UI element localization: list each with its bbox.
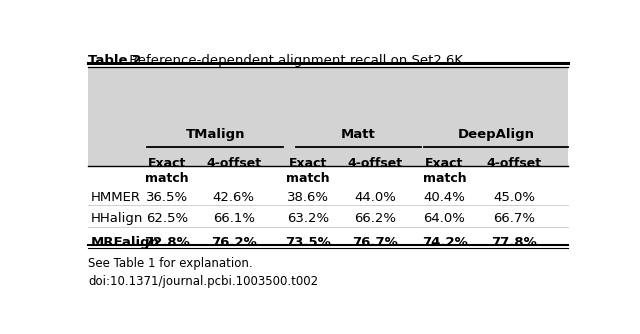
Text: Exact
match: Exact match (286, 157, 330, 185)
Text: 66.2%: 66.2% (354, 212, 396, 225)
Text: 76.7%: 76.7% (352, 235, 398, 248)
Text: 74.2%: 74.2% (422, 235, 467, 248)
Text: 40.4%: 40.4% (424, 190, 465, 203)
Text: Exact
match: Exact match (145, 157, 189, 185)
Text: 38.6%: 38.6% (287, 190, 329, 203)
Text: 73.5%: 73.5% (285, 235, 331, 248)
Text: doi:10.1371/journal.pcbi.1003500.t002: doi:10.1371/journal.pcbi.1003500.t002 (88, 276, 318, 288)
Text: HMMER: HMMER (90, 190, 140, 203)
Text: 4-offset: 4-offset (348, 157, 403, 170)
Text: TMalign: TMalign (186, 128, 245, 141)
Text: 77.8%: 77.8% (491, 235, 537, 248)
Text: 4-offset: 4-offset (486, 157, 541, 170)
Text: 66.1%: 66.1% (212, 212, 255, 225)
Text: 4-offset: 4-offset (206, 157, 261, 170)
Text: Exact
match: Exact match (423, 157, 467, 185)
Text: Reference-dependent alignment recall on Set2.6K.: Reference-dependent alignment recall on … (125, 54, 467, 67)
Text: Table 2.: Table 2. (88, 54, 147, 67)
Text: 63.2%: 63.2% (287, 212, 329, 225)
Bar (88, 68, 568, 166)
Text: 62.5%: 62.5% (146, 212, 188, 225)
Text: 45.0%: 45.0% (493, 190, 535, 203)
Text: 64.0%: 64.0% (424, 212, 465, 225)
Text: Matt: Matt (341, 128, 376, 141)
Text: 42.6%: 42.6% (212, 190, 255, 203)
Text: 72.8%: 72.8% (144, 235, 189, 248)
Text: MRFalign: MRFalign (90, 235, 159, 248)
Text: 44.0%: 44.0% (354, 190, 396, 203)
Text: 36.5%: 36.5% (146, 190, 188, 203)
Text: DeepAlign: DeepAlign (458, 128, 534, 141)
Text: 66.7%: 66.7% (493, 212, 535, 225)
Text: HHalign: HHalign (90, 212, 143, 225)
Text: See Table 1 for explanation.: See Table 1 for explanation. (88, 258, 253, 271)
Text: 76.2%: 76.2% (211, 235, 257, 248)
